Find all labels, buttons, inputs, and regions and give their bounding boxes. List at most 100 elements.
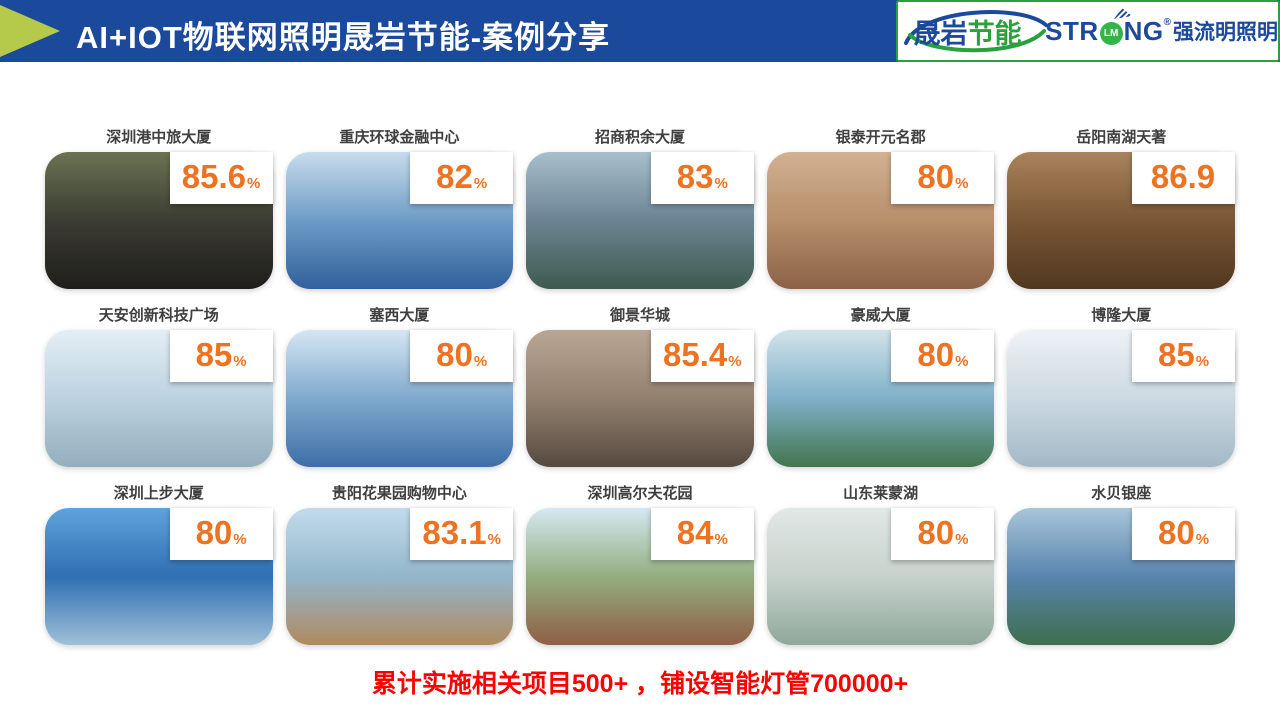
percent-sign: % [233, 531, 247, 548]
energy-saving-badge: 80% [891, 508, 995, 560]
energy-saving-badge: 85% [1132, 330, 1235, 382]
case-card: 山东莱蒙湖 80% [766, 484, 995, 645]
case-card: 博隆大厦 85% [1007, 306, 1235, 467]
percent-sign: % [955, 353, 969, 370]
case-photo: 86.9 [1007, 152, 1235, 289]
saving-percentage-value: 85.4 [663, 336, 728, 373]
saving-percentage-value: 80 [195, 514, 233, 551]
case-photo: 80% [766, 330, 995, 467]
case-photo: 80% [45, 508, 273, 645]
percent-sign: % [1195, 531, 1210, 548]
case-title: 深圳上步大厦 [113, 485, 204, 502]
chevron-decoration-icon [0, 5, 60, 57]
case-title: 水贝银座 [1091, 485, 1152, 502]
saving-percentage-value: 86.9 [1150, 158, 1216, 195]
saving-percentage-value: 80 [436, 336, 473, 373]
case-photo: 85% [1007, 330, 1235, 467]
case-photo: 85.4% [526, 330, 754, 467]
case-card: 贵阳花果园购物中心 83.1% [285, 484, 514, 645]
energy-saving-badge: 80% [891, 330, 995, 382]
case-card: 重庆环球金融中心 82% [285, 128, 514, 289]
case-title: 重庆环球金融中心 [339, 129, 460, 146]
energy-saving-badge: 85% [169, 330, 273, 382]
case-card: 银泰开元名郡 80% [766, 128, 995, 289]
percent-sign: % [714, 175, 728, 192]
case-card: 深圳上步大厦 80% [45, 484, 273, 645]
saving-percentage-value: 82 [436, 158, 473, 195]
case-card: 塞西大厦 80% [285, 306, 514, 467]
percent-sign: % [473, 175, 488, 192]
case-photo: 80% [285, 330, 514, 467]
percent-sign: % [955, 531, 969, 548]
case-photo: 85% [45, 330, 273, 467]
percent-sign: % [247, 175, 261, 192]
case-photo: 85.6% [45, 152, 273, 289]
percent-sign: % [233, 353, 247, 370]
case-title: 深圳高尔夫花园 [587, 485, 693, 502]
saving-percentage-value: 83 [676, 158, 714, 195]
energy-saving-badge: 82% [410, 152, 514, 204]
strong-suffix-text: NG [1123, 15, 1164, 46]
case-title: 博隆大厦 [1091, 307, 1152, 324]
case-card: 深圳高尔夫花园 84% [526, 484, 754, 645]
summary-stats-text: 累计实施相关项目500+ ，铺设智能灯管700000+ [371, 670, 909, 698]
saving-percentage-value: 85 [1157, 336, 1195, 373]
case-photo: 80% [766, 152, 995, 289]
percent-sign: % [1195, 353, 1210, 370]
case-title: 御景华城 [609, 307, 670, 324]
case-title: 银泰开元名郡 [835, 129, 926, 146]
lm-circle-icon: LM [1099, 21, 1123, 45]
page-title: AI+IOT物联网照明晟岩节能-案例分享 [76, 20, 611, 55]
energy-saving-badge: 80% [891, 152, 995, 204]
case-photo: 80% [766, 508, 995, 645]
saving-percentage-value: 85 [195, 336, 233, 373]
shengyan-green-text: 节能 [967, 18, 1022, 49]
percent-sign: % [487, 531, 501, 548]
case-card: 豪威大厦 80% [766, 306, 995, 467]
case-title: 岳阳南湖天著 [1076, 129, 1167, 146]
orbit-swoosh-icon [904, 10, 1048, 53]
energy-saving-badge: 83% [650, 152, 754, 204]
case-card: 深圳港中旅大厦 85.6% [45, 128, 273, 289]
case-title: 招商积余大厦 [594, 129, 685, 146]
saving-percentage-value: 83.1 [422, 514, 487, 551]
case-card: 水贝银座 80% [1007, 484, 1235, 645]
saving-percentage-value: 85.6 [181, 158, 247, 195]
case-title: 深圳港中旅大厦 [106, 129, 212, 146]
logo-area: 晟岩节能 STR LM NG ® 强流明照明 [896, 0, 1280, 62]
percent-sign: % [955, 175, 969, 192]
saving-percentage-value: 80 [917, 514, 955, 551]
case-photo: 83.1% [285, 508, 514, 645]
case-title: 贵阳花果园购物中心 [331, 485, 467, 502]
lm-circle-text: LM [1103, 27, 1119, 39]
case-card: 招商积余大厦 83% [526, 128, 754, 289]
strong-logo: STR LM NG ® 强流明照明 [1045, 7, 1278, 47]
energy-saving-badge: 80% [169, 508, 273, 560]
energy-saving-badge: 85.4% [650, 330, 754, 382]
case-photo: 83% [526, 152, 754, 289]
percent-sign: % [714, 531, 728, 548]
energy-saving-badge: 80% [410, 330, 514, 382]
saving-percentage-value: 80 [1157, 514, 1195, 551]
header-bar: AI+IOT物联网照明晟岩节能-案例分享 晟岩节能 [0, 0, 1280, 62]
energy-saving-badge: 83.1% [410, 508, 514, 560]
case-title: 天安创新科技广场 [98, 307, 219, 324]
case-photo: 84% [526, 508, 754, 645]
strong-prefix-text: STR [1045, 15, 1099, 46]
case-card: 御景华城 85.4% [526, 306, 754, 467]
case-title: 山东莱蒙湖 [843, 485, 919, 502]
case-card: 天安创新科技广场 85% [45, 306, 273, 467]
registered-mark: ® [1163, 16, 1171, 28]
shengyan-logo-text: 晟岩节能 [914, 12, 1022, 51]
percent-sign: % [473, 353, 488, 370]
case-photo: 82% [285, 152, 514, 289]
energy-saving-badge: 80% [1132, 508, 1235, 560]
saving-percentage-value: 84 [676, 514, 714, 551]
cases-grid: 深圳港中旅大厦 85.6% 重庆环球金融中心 82% 招商积余大厦 [45, 128, 1235, 645]
energy-saving-badge: 84% [650, 508, 754, 560]
shengyan-logo: 晟岩节能 [898, 3, 1048, 59]
percent-sign: % [728, 353, 742, 370]
case-photo: 80% [1007, 508, 1235, 645]
case-title: 塞西大厦 [369, 307, 430, 324]
